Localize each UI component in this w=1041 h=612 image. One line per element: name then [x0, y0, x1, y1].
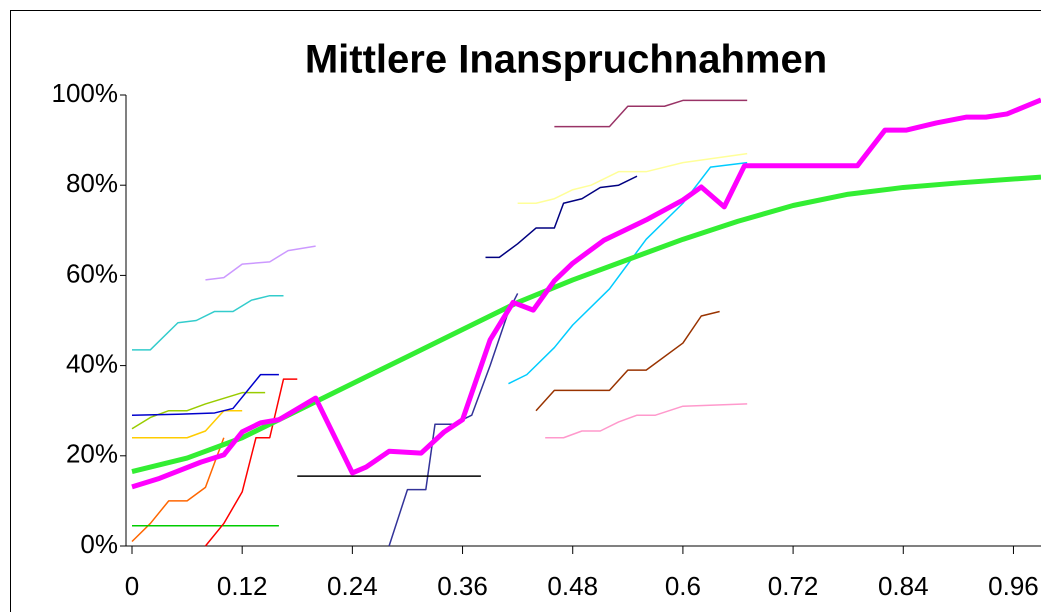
series-line [131, 437, 225, 543]
x-tick-label: 0 [125, 571, 139, 601]
chart-title: Mittlere Inanspruchnahmen [305, 38, 827, 82]
x-tick-label: 0.48 [547, 571, 598, 601]
x-tick-label: 0.24 [327, 571, 378, 601]
x-tick-label: 0.36 [437, 571, 488, 601]
y-tick-label: 40% [66, 348, 118, 378]
series-line [131, 391, 266, 430]
y-tick-label: 100% [52, 78, 119, 108]
x-tick-label: 0.84 [878, 571, 929, 601]
y-tick-label: 60% [66, 258, 118, 288]
x-tick-label: 0.96 [988, 571, 1039, 601]
series-line [204, 378, 298, 547]
series-line [554, 99, 748, 128]
chart-frame [10, 10, 1041, 612]
x-tick-label: 0.72 [768, 571, 819, 601]
y-tick-label: 20% [66, 439, 118, 469]
series-line [545, 403, 748, 439]
series-line [131, 174, 1041, 475]
series-line [485, 175, 638, 259]
series-line [508, 161, 748, 385]
series-line [517, 152, 748, 204]
series-line [131, 373, 279, 416]
y-tick-label: 0% [80, 529, 118, 559]
series-line [132, 294, 284, 351]
y-tick-label: 80% [66, 168, 118, 198]
series-line [131, 97, 1041, 490]
x-tick-label: 0.12 [217, 571, 268, 601]
series-line [535, 310, 720, 412]
x-tick-label: 0.6 [665, 571, 701, 601]
series-line [132, 409, 243, 439]
series-line [205, 245, 316, 281]
